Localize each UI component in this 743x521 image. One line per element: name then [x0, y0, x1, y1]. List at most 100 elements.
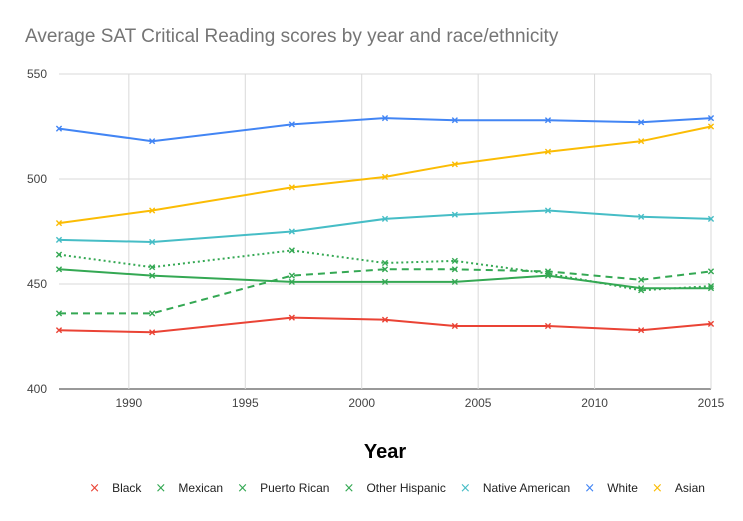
x-tick-label: 2015: [698, 396, 725, 410]
legend-label: White: [607, 481, 638, 495]
x-axis-title: Year: [364, 441, 406, 463]
series-mexican: [55, 266, 715, 292]
data-point: [149, 329, 156, 336]
legend-marker-icon: ×: [155, 481, 166, 496]
data-point: [638, 213, 645, 220]
data-point: [451, 257, 458, 264]
data-point: [544, 148, 552, 155]
legend-marker-icon: ×: [89, 481, 100, 496]
data-point: [381, 215, 389, 222]
data-point: [451, 266, 458, 273]
legend-label: Native American: [483, 481, 570, 495]
data-point: [55, 266, 63, 273]
legend-marker-icon: ×: [460, 481, 471, 496]
data-point: [638, 287, 645, 294]
data-point: [638, 276, 645, 283]
legend: × Black × Mexican × Puerto Rican × Other Hispan…: [89, 481, 705, 496]
data-point: [707, 283, 715, 290]
legend-item[interactable]: × White: [584, 481, 638, 496]
legend-marker-icon: ×: [652, 481, 663, 496]
data-point: [451, 117, 458, 124]
data-point: [707, 215, 715, 222]
x-tick-label: 2010: [581, 396, 608, 410]
legend-item[interactable]: × Asian: [652, 481, 705, 496]
series-line: [58, 125, 712, 225]
x-tick-label: 1995: [232, 396, 259, 410]
data-point: [381, 259, 389, 267]
y-tick-label: 550: [27, 67, 47, 81]
data-point: [149, 207, 156, 214]
chart-title: Average SAT Critical Reading scores by y…: [25, 26, 559, 47]
data-point: [707, 123, 715, 130]
legend-item[interactable]: × Other Hispanic: [343, 481, 445, 496]
legend-label: Mexican: [178, 481, 223, 495]
legend-label: Puerto Rican: [260, 481, 329, 495]
legend-marker-icon: ×: [584, 481, 595, 496]
data-point: [55, 327, 63, 334]
data-point: [544, 207, 552, 214]
series-native-american: [55, 207, 715, 246]
legend-marker-icon: ×: [343, 481, 354, 496]
tick-labels: 400 450 500 550 1990 1995 2000 2005 2010 2015: [27, 67, 725, 410]
series-line: [58, 249, 712, 292]
data-point: [381, 115, 389, 122]
series-other-hispanic: [55, 247, 715, 294]
data-point: [288, 121, 295, 128]
series-line: [58, 209, 712, 243]
legend-label: Asian: [675, 481, 705, 495]
data-point: [707, 320, 715, 327]
data-point: [638, 119, 645, 126]
data-point: [55, 251, 63, 258]
series-asian: [55, 123, 715, 227]
data-point: [381, 266, 389, 273]
data-point: [451, 322, 458, 330]
data-point: [149, 272, 156, 279]
x-tick-label: 2000: [348, 396, 375, 410]
data-point: [381, 278, 389, 285]
x-tick-label: 2005: [465, 396, 492, 410]
data-point: [55, 220, 63, 227]
data-point: [451, 278, 458, 285]
legend-item[interactable]: × Black: [89, 481, 142, 496]
data-point: [149, 310, 156, 317]
data-point: [707, 115, 715, 122]
legend-item[interactable]: × Native American: [460, 481, 570, 496]
data-point: [149, 238, 156, 246]
data-point: [544, 270, 552, 277]
data-point: [381, 173, 389, 180]
data-point: [288, 314, 295, 321]
series-black: [55, 314, 715, 336]
x-tick-label: 1990: [116, 396, 143, 410]
series-white: [55, 115, 715, 145]
y-tick-label: 400: [27, 382, 47, 396]
data-point: [288, 247, 295, 254]
series-puerto-rican: [55, 266, 715, 317]
series-line: [59, 268, 712, 315]
legend-item[interactable]: × Puerto Rican: [237, 481, 329, 496]
data-point: [55, 310, 63, 317]
data-point: [288, 278, 295, 285]
data-point: [55, 125, 63, 132]
data-point: [149, 264, 156, 271]
data-point: [451, 211, 458, 218]
legend-item[interactable]: × Mexican: [155, 481, 223, 496]
data-point: [544, 117, 552, 124]
series-line: [58, 117, 712, 143]
legend-label: Black: [112, 481, 142, 495]
data-point: [288, 228, 295, 235]
data-point: [288, 184, 295, 191]
legend-label: Other Hispanic: [366, 481, 445, 495]
gridlines: [59, 73, 712, 390]
data-point: [451, 161, 458, 168]
legend-marker-icon: ×: [237, 481, 248, 496]
data-point: [707, 268, 715, 275]
data-point: [149, 138, 156, 145]
series-line: [58, 316, 712, 334]
data-point: [381, 316, 389, 323]
data-point: [544, 322, 552, 330]
data-point: [55, 236, 63, 243]
data-point: [638, 327, 645, 334]
y-tick-label: 450: [27, 277, 47, 291]
data-point: [288, 272, 295, 279]
